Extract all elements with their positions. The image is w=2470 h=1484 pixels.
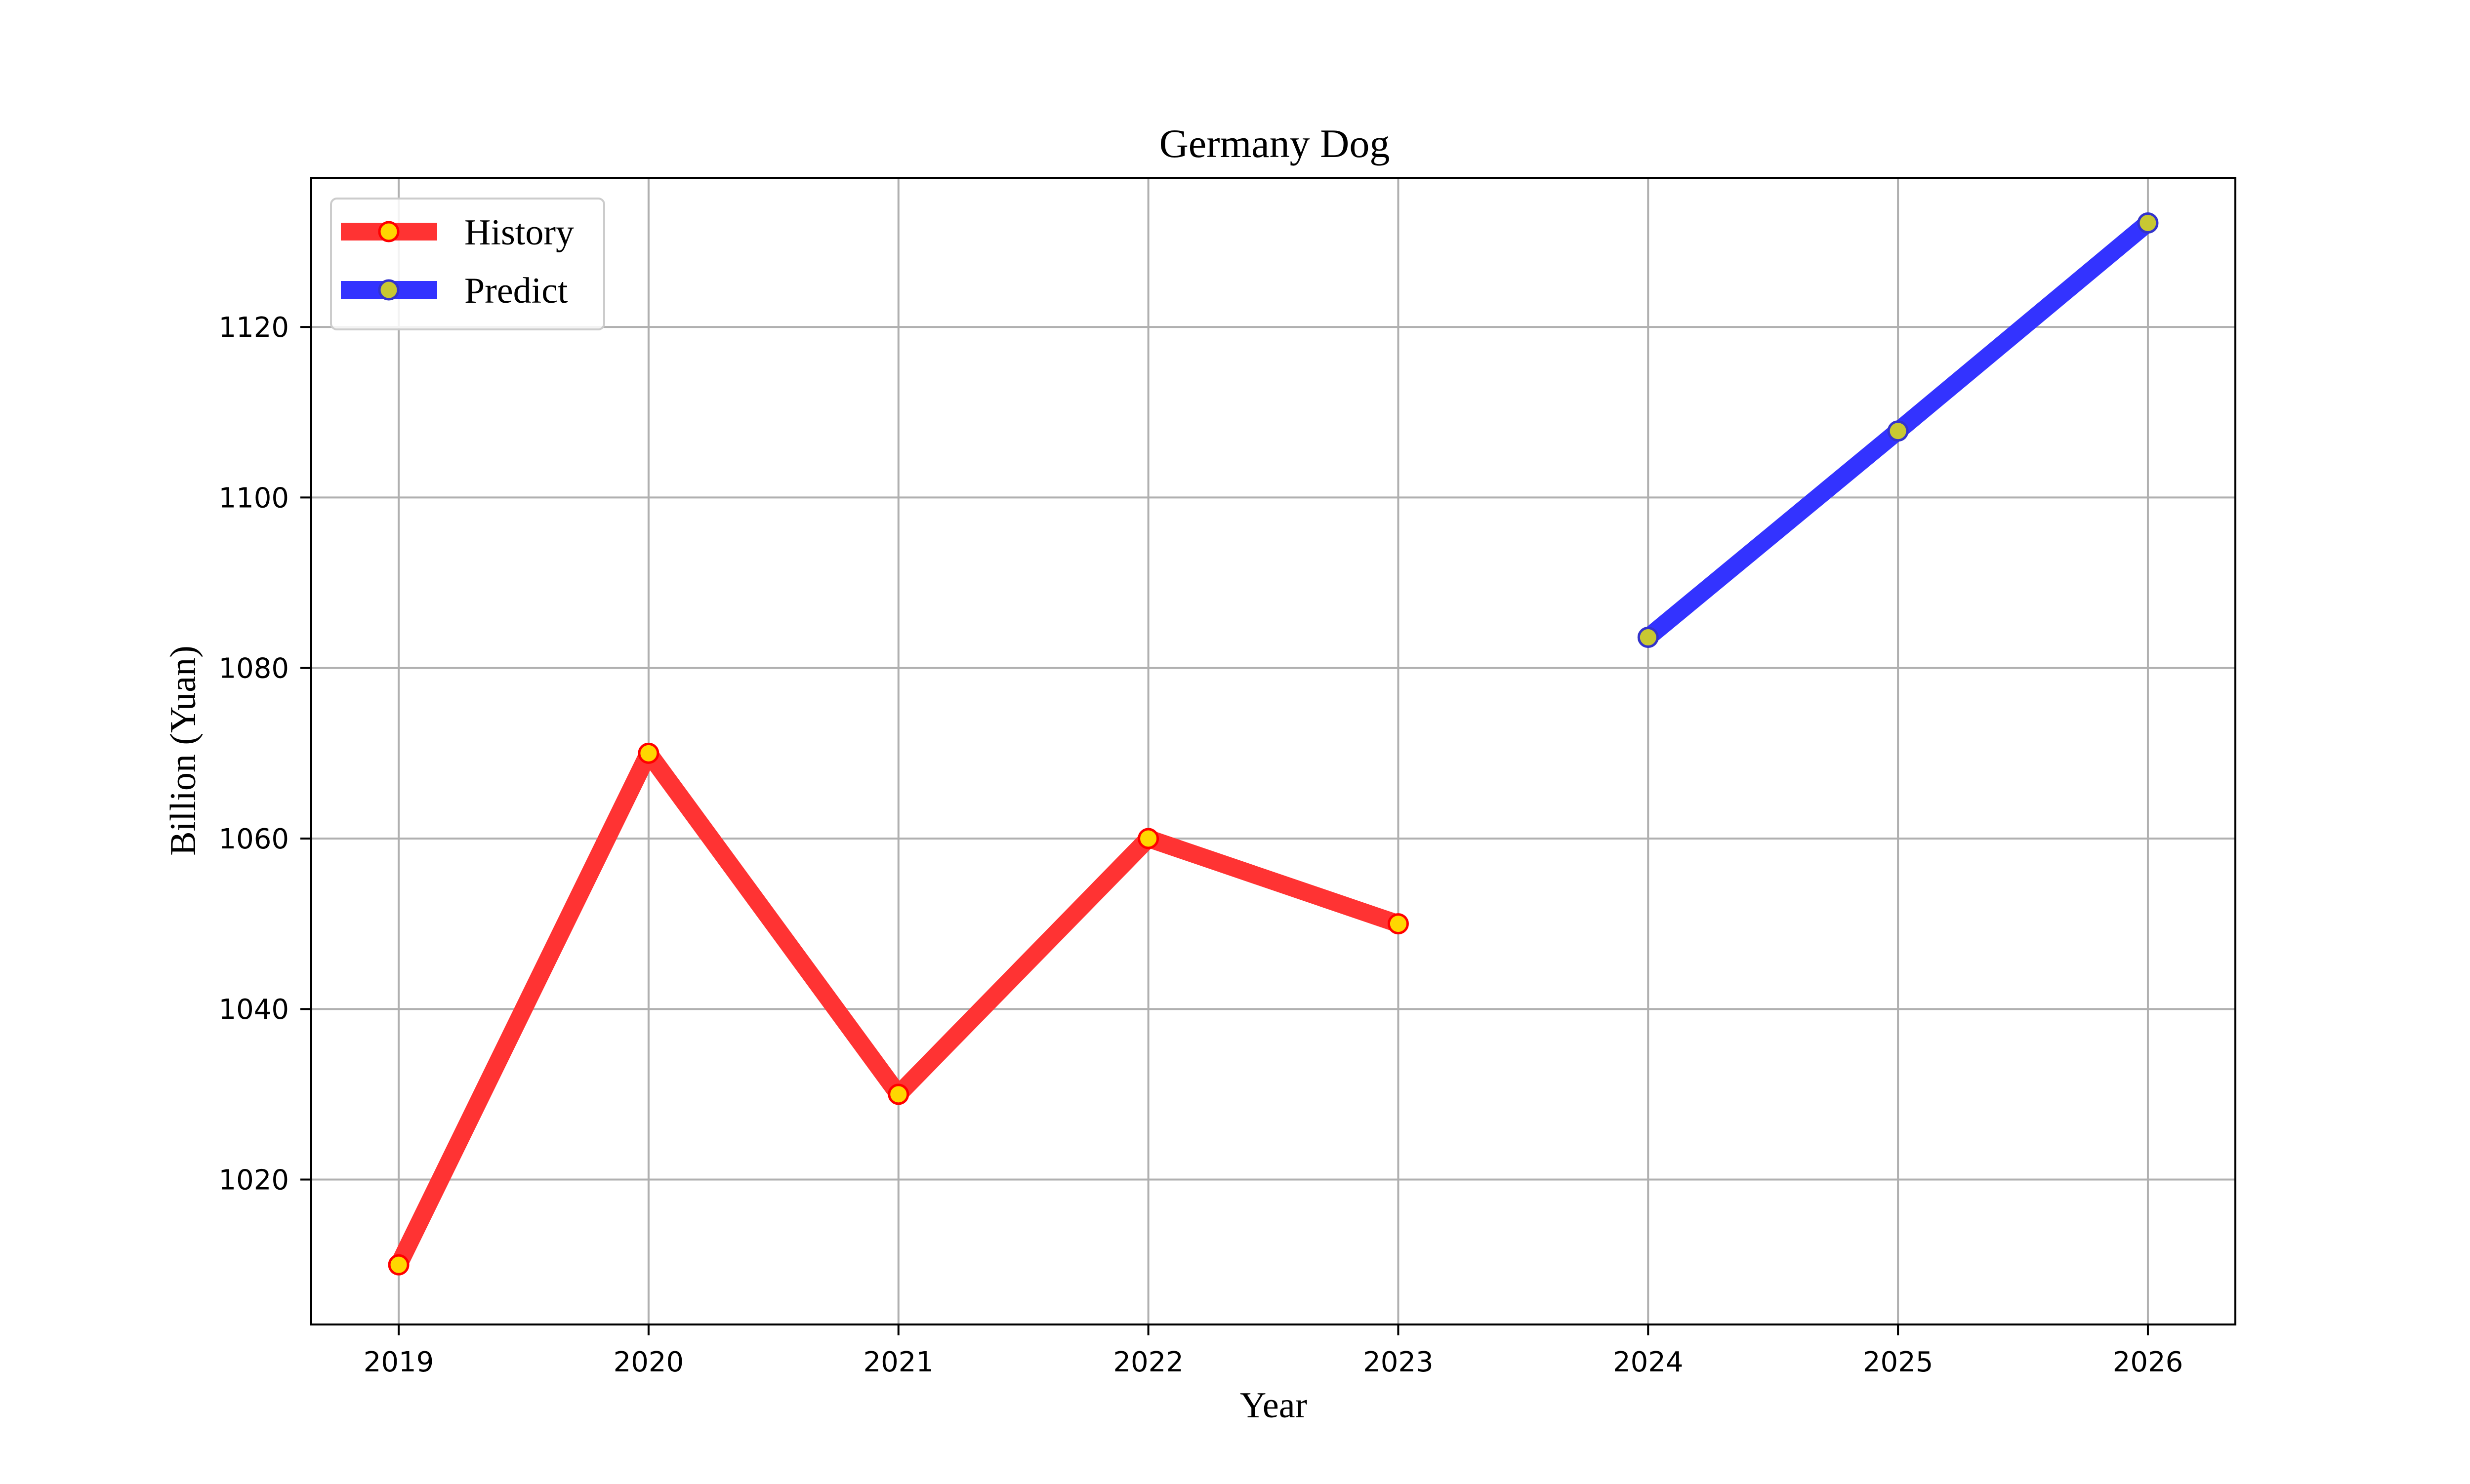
predict-legend-marker bbox=[378, 279, 400, 301]
x-tick-label: 2021 bbox=[863, 1346, 934, 1378]
x-tick-label: 2024 bbox=[1613, 1346, 1684, 1378]
plot-area-frame bbox=[310, 177, 2236, 1325]
y-axis-ticks: 1020 1040 1060 1080 1100 1120 bbox=[218, 312, 311, 1197]
history-legend-label: History bbox=[464, 212, 574, 253]
y-axis-label: Billion (Yuan) bbox=[163, 645, 204, 855]
predict-legend-label: Predict bbox=[464, 271, 568, 311]
x-tick-label: 2023 bbox=[1363, 1346, 1434, 1378]
y-tick-label: 1020 bbox=[218, 1164, 289, 1197]
predict-point bbox=[1887, 420, 1909, 442]
y-tick-label: 1120 bbox=[218, 312, 289, 344]
predict-point bbox=[1637, 627, 1659, 648]
x-tick-label: 2025 bbox=[1863, 1346, 1934, 1378]
chart-title: Germany Dog bbox=[1159, 121, 1390, 166]
x-axis-label: Year bbox=[1240, 1385, 1307, 1426]
y-tick-label: 1040 bbox=[218, 994, 289, 1026]
x-tick-label: 2022 bbox=[1113, 1346, 1184, 1378]
history-point bbox=[1138, 828, 1159, 849]
legend-entries: History Predict bbox=[341, 212, 574, 311]
history-point bbox=[638, 742, 659, 764]
x-tick-label: 2026 bbox=[2113, 1346, 2183, 1378]
history-point bbox=[1387, 913, 1409, 935]
history-point bbox=[388, 1254, 410, 1276]
y-tick-label: 1100 bbox=[218, 482, 289, 514]
predict-point bbox=[2137, 212, 2159, 234]
legend: History Predict bbox=[330, 198, 605, 330]
x-tick-label: 2019 bbox=[364, 1346, 434, 1378]
series-layer bbox=[388, 212, 2159, 1276]
x-axis-ticks: 2019 2020 2021 2022 2023 2024 2025 2026 bbox=[364, 1324, 2183, 1378]
x-tick-label: 2020 bbox=[614, 1346, 684, 1378]
grid bbox=[311, 178, 2235, 1324]
y-tick-label: 1060 bbox=[218, 823, 289, 855]
y-tick-label: 1080 bbox=[218, 653, 289, 685]
history-legend-marker bbox=[378, 221, 400, 242]
history-point bbox=[888, 1083, 909, 1105]
